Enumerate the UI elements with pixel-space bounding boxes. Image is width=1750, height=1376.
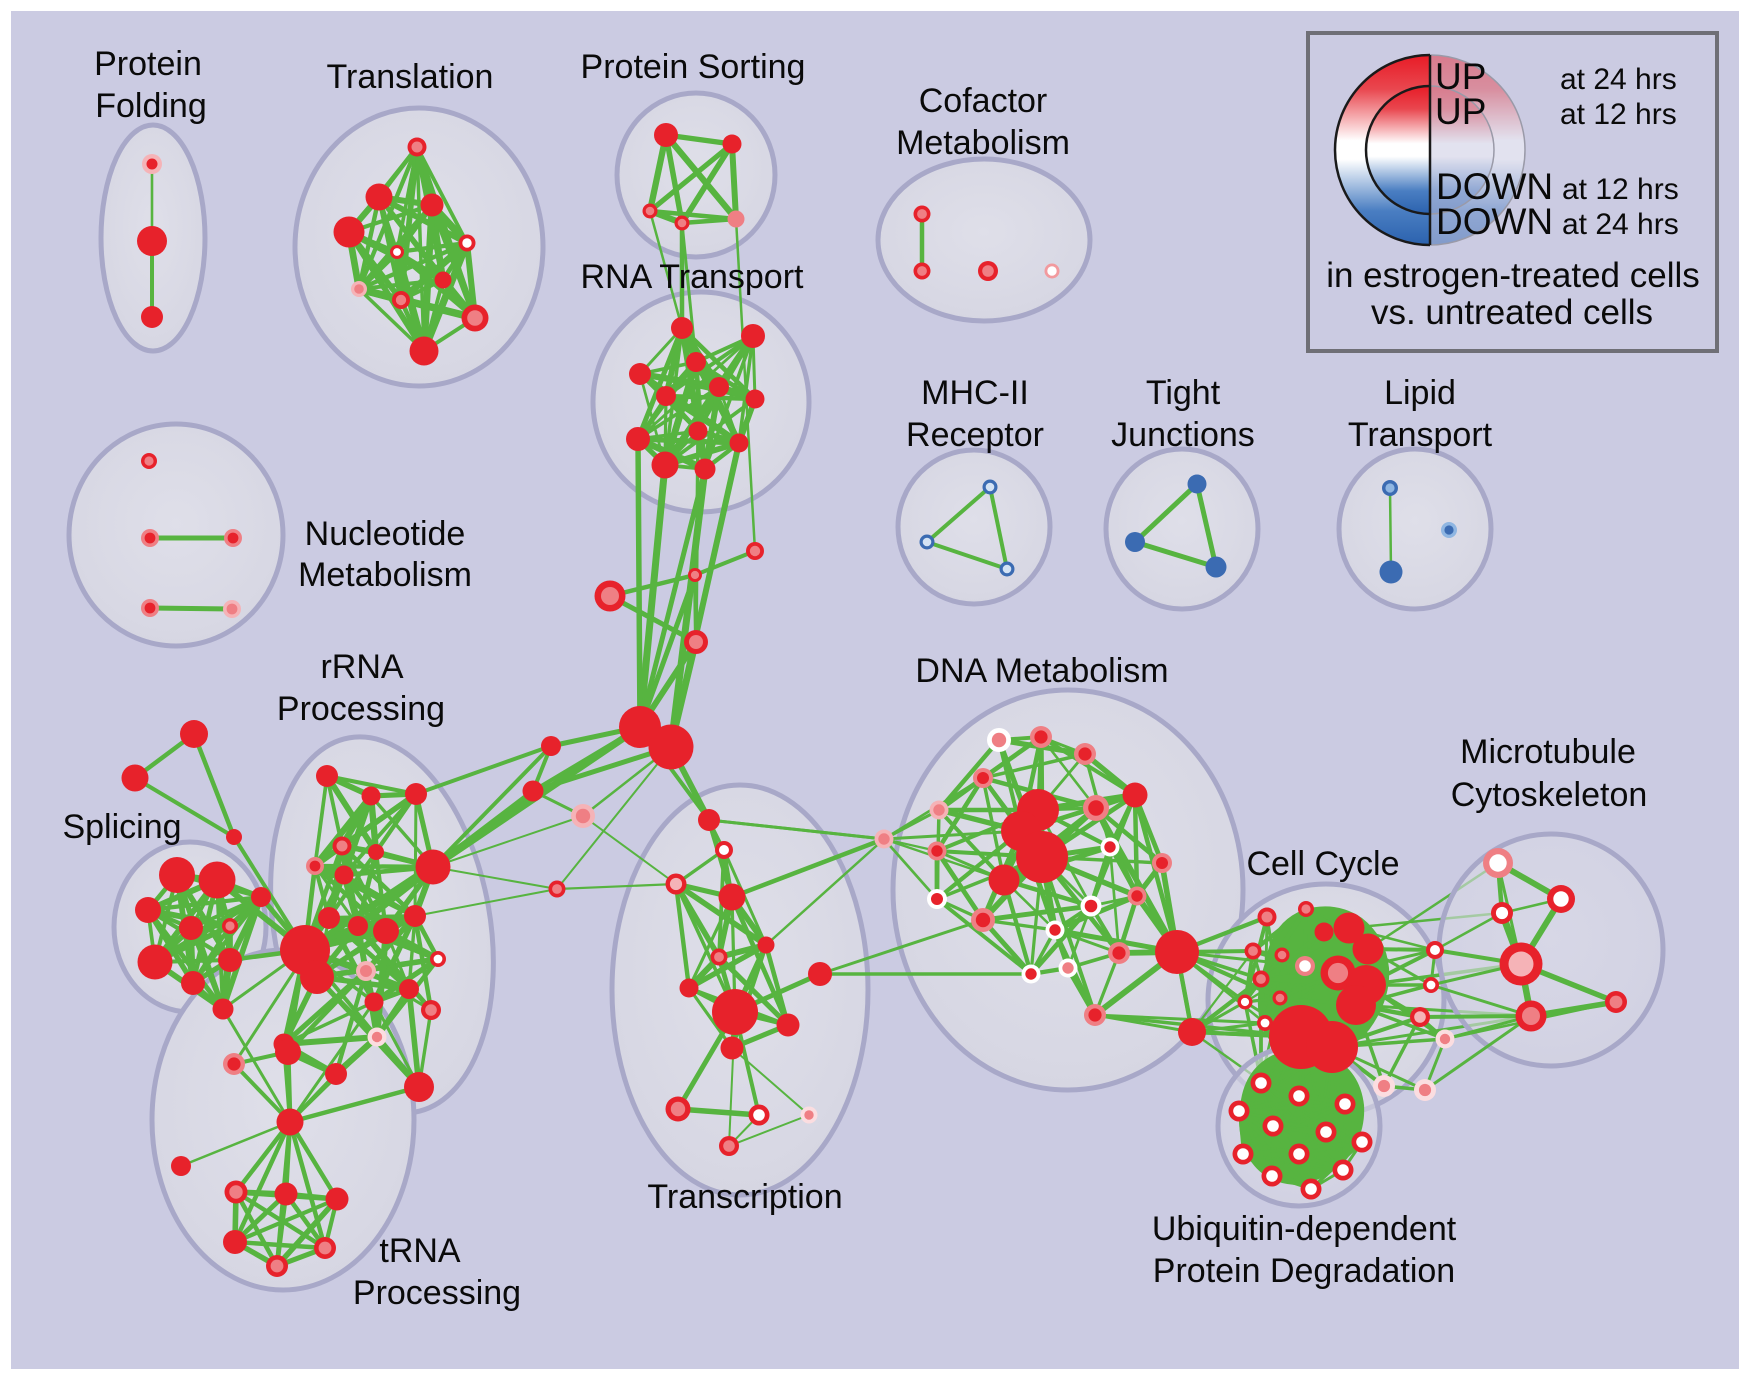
svg-text:at 12 hrs: at 12 hrs [1560, 98, 1677, 131]
svg-text:Translation: Translation [327, 58, 494, 96]
svg-text:at 24 hrs: at 24 hrs [1562, 208, 1679, 241]
svg-text:Tight: Tight [1146, 374, 1221, 412]
svg-text:Transcription: Transcription [647, 1178, 842, 1216]
svg-text:UP: UP [1435, 91, 1486, 132]
svg-text:Metabolism: Metabolism [896, 124, 1070, 162]
svg-text:Ubiquitin-dependent: Ubiquitin-dependent [1152, 1210, 1457, 1248]
svg-text:Transport: Transport [1348, 416, 1493, 454]
svg-text:Splicing: Splicing [62, 808, 181, 846]
svg-text:Protein: Protein [94, 45, 202, 83]
svg-text:Processing: Processing [277, 690, 445, 728]
svg-text:Protein Sorting: Protein Sorting [581, 48, 806, 86]
svg-text:MHC-II: MHC-II [921, 374, 1029, 412]
svg-text:Protein Degradation: Protein Degradation [1153, 1252, 1455, 1290]
svg-text:RNA Transport: RNA Transport [581, 258, 805, 296]
svg-text:Junctions: Junctions [1111, 416, 1255, 454]
svg-text:at 12 hrs: at 12 hrs [1562, 173, 1679, 206]
svg-text:UP: UP [1435, 56, 1486, 97]
svg-text:Receptor: Receptor [906, 416, 1044, 454]
svg-text:Cell Cycle: Cell Cycle [1246, 845, 1399, 883]
svg-text:vs. untreated cells: vs. untreated cells [1371, 293, 1653, 332]
svg-text:DOWN: DOWN [1436, 201, 1553, 242]
svg-text:at 24 hrs: at 24 hrs [1560, 63, 1677, 96]
svg-text:Microtubule: Microtubule [1460, 733, 1636, 771]
svg-text:rRNA: rRNA [320, 648, 403, 686]
svg-text:DOWN: DOWN [1436, 166, 1553, 207]
svg-text:tRNA: tRNA [379, 1232, 461, 1270]
svg-text:Metabolism: Metabolism [298, 556, 472, 594]
svg-text:Lipid: Lipid [1384, 374, 1456, 412]
svg-text:Cytoskeleton: Cytoskeleton [1451, 776, 1648, 814]
svg-text:in estrogen-treated cells: in estrogen-treated cells [1326, 256, 1700, 295]
svg-text:Cofactor: Cofactor [919, 82, 1048, 120]
svg-text:Processing: Processing [353, 1274, 521, 1312]
svg-text:DNA Metabolism: DNA Metabolism [915, 652, 1168, 690]
svg-text:Folding: Folding [95, 87, 207, 125]
svg-text:Nucleotide: Nucleotide [305, 515, 466, 553]
